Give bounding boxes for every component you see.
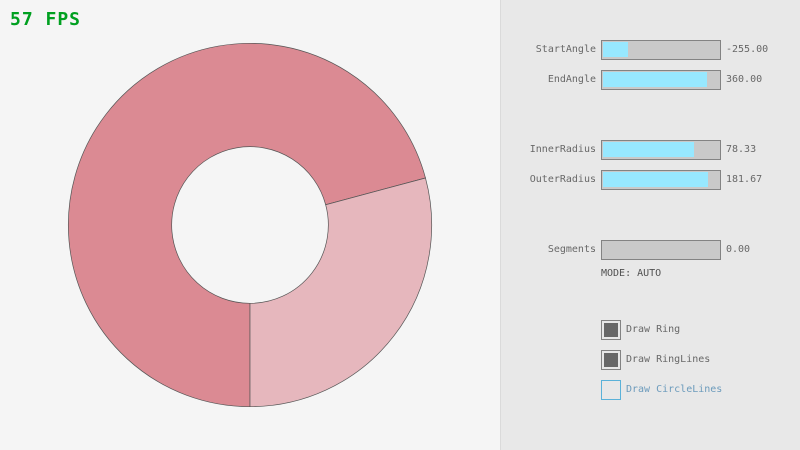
fps-counter: 57 FPS (10, 9, 82, 30)
slider-fill (603, 42, 629, 57)
draw-circlelines-label[interactable]: Draw CircleLines (626, 384, 723, 395)
control-panel: StartAngle -255.00 EndAngle 360.00 Inner… (500, 0, 800, 450)
slider-fill (603, 72, 708, 87)
inner-radius-value: 78.33 (726, 144, 757, 155)
draw-ring-label[interactable]: Draw Ring (626, 324, 681, 335)
slider-fill (603, 142, 694, 157)
outer-radius-label: OuterRadius (529, 174, 596, 185)
checkbox-mark (604, 323, 618, 337)
ring-single-segment (249, 177, 432, 408)
segments-label: Segments (547, 244, 596, 255)
end-angle-slider[interactable] (601, 70, 721, 90)
slider-fill (603, 172, 709, 187)
ring-overlap-segment (68, 42, 426, 408)
draw-ringlines-label[interactable]: Draw RingLines (626, 354, 711, 365)
draw-ring-checkbox[interactable] (601, 320, 621, 340)
inner-radius-label: InnerRadius (529, 144, 596, 155)
start-angle-value: -255.00 (726, 44, 769, 55)
end-angle-label: EndAngle (547, 74, 596, 85)
mode-label: MODE: AUTO (601, 268, 662, 279)
outer-radius-value: 181.67 (726, 174, 763, 185)
checkbox-mark (604, 353, 618, 367)
segments-slider[interactable] (601, 240, 721, 260)
draw-circlelines-checkbox[interactable] (601, 380, 621, 400)
draw-ringlines-checkbox[interactable] (601, 350, 621, 370)
end-angle-value: 360.00 (726, 74, 763, 85)
outer-radius-slider[interactable] (601, 170, 721, 190)
checkbox-mark (604, 383, 618, 397)
ring-canvas (68, 42, 432, 408)
segments-value: 0.00 (726, 244, 751, 255)
start-angle-slider[interactable] (601, 40, 721, 60)
inner-radius-slider[interactable] (601, 140, 721, 160)
start-angle-label: StartAngle (535, 44, 596, 55)
